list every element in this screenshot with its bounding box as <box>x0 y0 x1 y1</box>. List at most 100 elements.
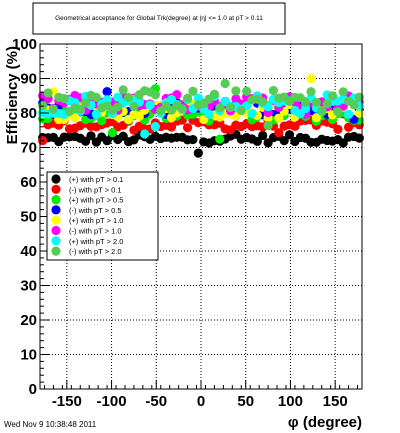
data-point <box>75 104 85 114</box>
data-point <box>134 111 144 121</box>
data-point <box>268 85 279 96</box>
data-point <box>123 92 134 103</box>
data-point <box>150 121 160 132</box>
legend-label: (+) with pT > 0.5 <box>69 196 123 205</box>
x-tick-label: -150 <box>52 393 82 410</box>
legend-marker <box>51 205 61 215</box>
legend-label: (-) with pT > 1.0 <box>69 227 122 236</box>
y-tick-label: 40 <box>20 243 37 260</box>
legend-label: (-) with pT > 2.0 <box>69 247 122 256</box>
data-point <box>284 130 295 140</box>
data-point <box>129 101 139 112</box>
data-point <box>311 113 321 123</box>
data-point <box>343 109 354 119</box>
legend-label: (+) with pT > 2.0 <box>69 237 123 246</box>
data-point <box>317 106 327 116</box>
data-point <box>252 136 262 146</box>
y-tick-label: 90 <box>20 71 37 88</box>
y-tick-label: 70 <box>20 140 37 157</box>
x-axis-title: φ (degree) <box>288 414 362 431</box>
data-point <box>338 138 348 148</box>
data-point <box>333 124 343 134</box>
data-point <box>91 109 101 119</box>
legend-marker <box>51 236 61 246</box>
data-point <box>43 88 53 98</box>
data-point <box>188 134 198 145</box>
data-point <box>333 107 343 117</box>
x-tick-label: -100 <box>97 393 127 410</box>
data-point <box>182 123 193 133</box>
data-point <box>354 92 364 102</box>
data-point <box>193 148 203 158</box>
y-axis-title: Efficiency (%) <box>4 46 21 144</box>
data-point <box>59 93 69 104</box>
y-tick-label: 0 <box>29 381 37 398</box>
x-tick-label: -50 <box>145 393 167 410</box>
legend-marker <box>51 195 61 205</box>
y-tick-label: 30 <box>20 278 37 295</box>
y-tick-label: 60 <box>20 174 37 191</box>
data-point <box>215 134 225 144</box>
data-point <box>81 98 91 108</box>
data-point <box>91 92 101 102</box>
data-point <box>209 89 220 99</box>
data-point <box>70 112 80 123</box>
legend-marker <box>51 225 61 236</box>
data-point <box>166 122 177 132</box>
data-point <box>349 100 359 110</box>
data-point <box>274 128 284 138</box>
legend-box <box>46 171 159 261</box>
legend-marker <box>51 215 61 225</box>
data-point <box>322 99 332 109</box>
data-point <box>150 90 160 100</box>
x-tick-label: 50 <box>237 393 254 410</box>
data-point <box>118 85 128 95</box>
timestamp: Wed Nov 9 10:38:48 2011 <box>4 420 97 429</box>
data-point <box>177 104 187 114</box>
data-point <box>97 116 107 126</box>
data-point <box>102 86 112 97</box>
data-point <box>301 97 311 107</box>
legend-marker <box>51 246 61 256</box>
data-point <box>204 109 214 119</box>
y-tick-label: 50 <box>20 209 37 226</box>
data-point <box>107 128 118 138</box>
data-point <box>48 104 59 114</box>
legend-label: (-) with pT > 0.1 <box>69 185 122 194</box>
data-point <box>306 73 316 84</box>
data-point <box>242 86 252 96</box>
data-point <box>236 105 246 116</box>
legend-label: (-) with pT > 0.5 <box>69 206 122 215</box>
data-point <box>220 78 230 89</box>
data-point <box>247 109 257 119</box>
data-point <box>182 93 193 103</box>
y-tick-label: 10 <box>20 347 37 364</box>
data-point <box>354 133 364 143</box>
data-point <box>113 102 123 112</box>
data-point <box>145 100 155 110</box>
y-tick-label: 20 <box>20 312 37 329</box>
y-tick-label: 100 <box>12 36 37 53</box>
data-point <box>188 86 198 96</box>
legend-label: (+) with pT > 0.1 <box>69 175 123 184</box>
legend-marker <box>51 184 61 194</box>
data-point <box>215 103 225 113</box>
data-point <box>263 120 273 131</box>
legend-marker <box>51 174 61 184</box>
x-tick-label: 0 <box>197 393 205 410</box>
data-point <box>338 87 348 97</box>
data-point <box>225 102 236 112</box>
legend-label: (+) with pT > 1.0 <box>69 216 123 225</box>
data-point <box>258 130 268 141</box>
data-point <box>279 136 289 146</box>
data-point <box>327 91 338 101</box>
chart-title: Geometrical acceptance for Global Trk(de… <box>55 15 263 22</box>
title-box <box>32 2 286 35</box>
data-point <box>258 97 268 107</box>
data-point <box>311 97 321 107</box>
data-point <box>231 86 241 96</box>
y-tick-label: 80 <box>20 105 37 122</box>
data-point <box>86 131 96 141</box>
data-point <box>306 87 316 97</box>
